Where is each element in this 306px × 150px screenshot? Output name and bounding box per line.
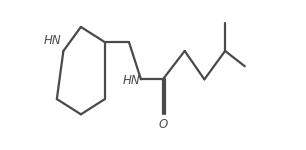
Text: HN: HN <box>122 74 140 87</box>
Text: O: O <box>158 118 167 131</box>
Text: HN: HN <box>43 34 61 47</box>
